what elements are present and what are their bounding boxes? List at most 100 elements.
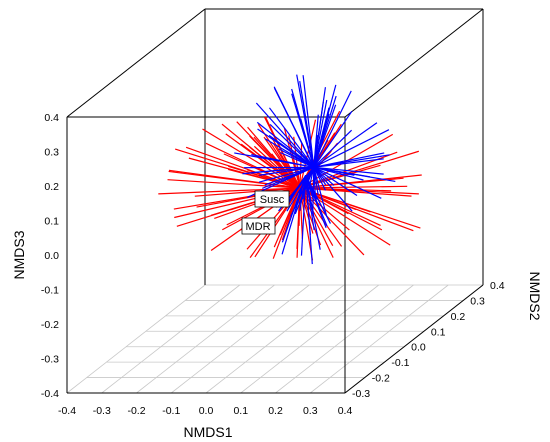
z-tick-label: 0.2 [44, 181, 59, 193]
susc-spoke [313, 166, 384, 175]
y-tick-label: 0.4 [490, 280, 505, 292]
z-tick-label: -0.2 [41, 319, 59, 331]
x-tick-label: -0.3 [93, 405, 111, 417]
floor-grid-line-x-5 [240, 284, 379, 394]
susc-spoke [294, 175, 307, 214]
mdr-spoke [272, 187, 301, 259]
susc-spoke [305, 175, 315, 202]
y-tick-label: -0.1 [391, 357, 409, 369]
x-axis-label: NMDS1 [183, 424, 232, 440]
susc-spoke [313, 166, 358, 196]
y-axis-label: NMDS2 [527, 271, 543, 320]
box-edge-7 [66, 8, 206, 118]
y-tick-label: 0.2 [451, 311, 466, 323]
mdr-spoke [254, 187, 301, 258]
mdr-spoke [194, 187, 300, 197]
susc-spoke [269, 123, 315, 168]
x-tick-label: 0.1 [233, 405, 248, 417]
y-tick-label: 0.3 [470, 295, 485, 307]
susc-spoke [313, 129, 353, 168]
z-tick-label: 0.3 [44, 147, 59, 159]
floor-grid-line-x-7 [310, 284, 449, 394]
z-tick-label: 0.1 [44, 216, 59, 228]
x-tick-label: 0.3 [303, 405, 318, 417]
susc-spoke [313, 166, 327, 186]
susc-spoke [313, 158, 384, 168]
susc-spoke [313, 166, 382, 199]
susc-spoke [251, 153, 314, 168]
mdr-spoke [299, 187, 343, 247]
mdr-spoke [299, 187, 334, 247]
susc-spoke [305, 175, 314, 214]
box-edge-9 [344, 284, 484, 394]
mdr-spoke [299, 185, 408, 189]
susc-spoke [258, 166, 314, 183]
x-tick-label: -0.1 [162, 405, 180, 417]
susc-spoke [278, 148, 315, 168]
mdr-spoke [167, 179, 300, 189]
svg-text:Susc: Susc [260, 194, 285, 206]
susc-spoke [313, 122, 378, 168]
mdr-spoke [158, 187, 300, 195]
mdr-spoke [299, 187, 334, 258]
y-tick-label: -0.3 [352, 388, 370, 400]
x-tick-label: 0.2 [268, 405, 283, 417]
mdr-spoke [227, 168, 301, 189]
svg-text:MDR: MDR [245, 221, 270, 233]
susc-spoke [300, 175, 307, 256]
susc-spoke [313, 101, 324, 168]
susc-spoke [299, 175, 307, 211]
susc-spoke [313, 166, 335, 186]
axis-ticks: -0.4-0.3-0.2-0.10.00.10.20.30.4-0.4 -0.3-… [41, 112, 505, 417]
susc-spoke [313, 95, 337, 168]
floor-grid [66, 284, 484, 394]
susc-spoke [313, 90, 352, 168]
susc-spoke [313, 166, 353, 212]
mdr-spoke [299, 187, 414, 232]
susc-spoke [313, 107, 330, 168]
y-tick-label: -0.2 [372, 373, 390, 385]
susc-spoke [268, 107, 315, 168]
susc-spoke [313, 129, 390, 168]
susc-spoke [313, 167, 328, 217]
susc-spoke [305, 175, 311, 236]
floor-grid-line-x-2 [136, 284, 275, 394]
susc-spoke [291, 88, 315, 168]
y-tick-label: 0.1 [431, 326, 446, 338]
susc-spoke [256, 121, 315, 168]
susc-spoke [261, 166, 315, 189]
mdr-centroid-label: MDR [241, 217, 276, 235]
floor-grid-line-x-0 [66, 284, 206, 394]
z-tick-label: 0.0 [44, 250, 59, 262]
z-tick-label: -0.4 [41, 388, 59, 400]
floor-grid-line-x-4 [205, 284, 345, 394]
susc-spoke [255, 102, 315, 168]
mdr-spoke [223, 153, 301, 189]
z-axis-label: NMDS3 [11, 230, 27, 279]
z-tick-label: -0.3 [41, 354, 59, 366]
x-tick-label: -0.2 [127, 405, 145, 417]
susc-spoke [242, 166, 314, 175]
susc-centroid-label: Susc [254, 190, 290, 208]
susc-spoke [313, 110, 353, 168]
box-edge-8 [344, 8, 484, 118]
susc-spoke [302, 75, 315, 168]
mdr-spoke [271, 137, 301, 189]
susc-spoke [257, 128, 315, 168]
x-tick-label: -0.4 [58, 405, 76, 417]
z-tick-label: -0.1 [41, 285, 59, 297]
mdr-spoke [168, 169, 300, 189]
susc-spoke [287, 174, 307, 202]
susc-spoke [299, 81, 315, 168]
floor-grid-line-x-3 [171, 284, 310, 394]
susc-spoke [293, 127, 315, 168]
mdr-spoke [296, 187, 301, 258]
spider-spokes [158, 74, 422, 265]
floor-grid-line-x-1 [101, 284, 240, 394]
z-tick-label: 0.4 [44, 112, 59, 124]
x-tick-label: 0.0 [199, 405, 214, 417]
y-tick-label: 0.0 [411, 342, 426, 354]
susc-spoke [313, 166, 355, 176]
x-tick-label: 0.4 [338, 405, 353, 417]
